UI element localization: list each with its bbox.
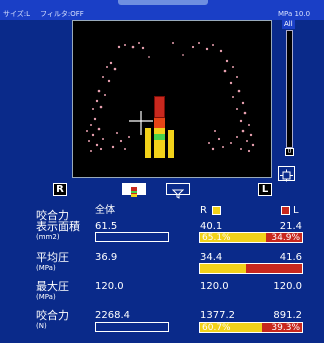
- fit-view-icon: [280, 169, 293, 182]
- area-unit: (mm2): [36, 233, 60, 241]
- avg-pressure-label: 平均圧: [36, 251, 69, 264]
- area-split-bar: 65.1% 34.9%: [199, 232, 303, 243]
- area-label-2: 表示面積: [36, 220, 80, 233]
- right-force-bar: [145, 128, 151, 158]
- left-color-swatch: [281, 206, 290, 215]
- area-overall-value: 61.5: [95, 221, 118, 232]
- avg-pressure-right-segment: [200, 264, 246, 273]
- right-side-button[interactable]: R: [53, 183, 67, 196]
- bite-force-right-segment: 60.7%: [200, 323, 262, 332]
- max-pressure-unit: (MPa): [36, 293, 56, 301]
- avg-pressure-left-value: 41.6: [279, 252, 302, 263]
- avg-pressure-right-value: 34.4: [200, 252, 223, 263]
- occlusion-map: [86, 42, 255, 153]
- max-pressure-label: 最大圧: [36, 280, 69, 293]
- bar-view-icon: [131, 187, 137, 197]
- slider-min-handle[interactable]: 0: [285, 148, 294, 156]
- bite-force-overall-bar: [95, 322, 169, 332]
- overall-column-header: 全体: [95, 205, 115, 216]
- area-label: 咬合力: [36, 209, 69, 222]
- area-left-value: 21.4: [279, 221, 302, 232]
- frame-tab: [118, 0, 208, 5]
- bite-force-split-bar: 60.7% 39.3%: [199, 322, 303, 333]
- max-pressure-overall-value: 120.0: [95, 281, 124, 292]
- bite-force-right-value: 1377.2: [200, 310, 235, 321]
- left-force-bar: [168, 130, 174, 158]
- bite-force-left-segment: 39.3%: [261, 323, 302, 332]
- avg-pressure-left-segment: [245, 264, 302, 273]
- bite-force-label: 咬合力: [36, 309, 69, 322]
- max-pressure-left-value: 120.0: [273, 281, 302, 292]
- filter-status: フィルタ:OFF: [40, 10, 84, 18]
- area-right-segment: 65.1%: [200, 233, 267, 242]
- avg-pressure-overall-value: 36.9: [95, 252, 118, 263]
- size-status: サイズ:L: [3, 10, 31, 18]
- max-pressure-right-value: 120.0: [200, 281, 229, 292]
- bite-force-left-value: 891.2: [273, 310, 302, 321]
- avg-pressure-unit: (MPa): [36, 264, 56, 272]
- bite-force-overall-value: 2268.4: [95, 310, 130, 321]
- fit-view-button[interactable]: [278, 166, 295, 182]
- title-bar: [0, 0, 324, 20]
- filter-button[interactable]: [166, 183, 190, 199]
- center-force-bar: [154, 96, 165, 158]
- area-left-segment: 34.9%: [266, 233, 302, 242]
- left-column-header: L: [293, 205, 299, 216]
- right-color-swatch: [212, 206, 221, 215]
- avg-pressure-split-bar: [199, 263, 303, 274]
- left-side-button[interactable]: L: [258, 183, 272, 196]
- scale-max-label: MPa 10.0: [278, 10, 311, 18]
- filter-funnel-icon: [171, 189, 185, 199]
- area-overall-bar: [95, 232, 169, 242]
- bite-force-unit: (N): [36, 322, 47, 330]
- right-column-header: R: [200, 205, 207, 216]
- pressure-range-slider[interactable]: [286, 30, 293, 148]
- bar-view-button[interactable]: [122, 183, 146, 197]
- force-bars: [145, 90, 185, 160]
- area-right-value: 40.1: [200, 221, 223, 232]
- slider-all-label[interactable]: All: [282, 20, 295, 29]
